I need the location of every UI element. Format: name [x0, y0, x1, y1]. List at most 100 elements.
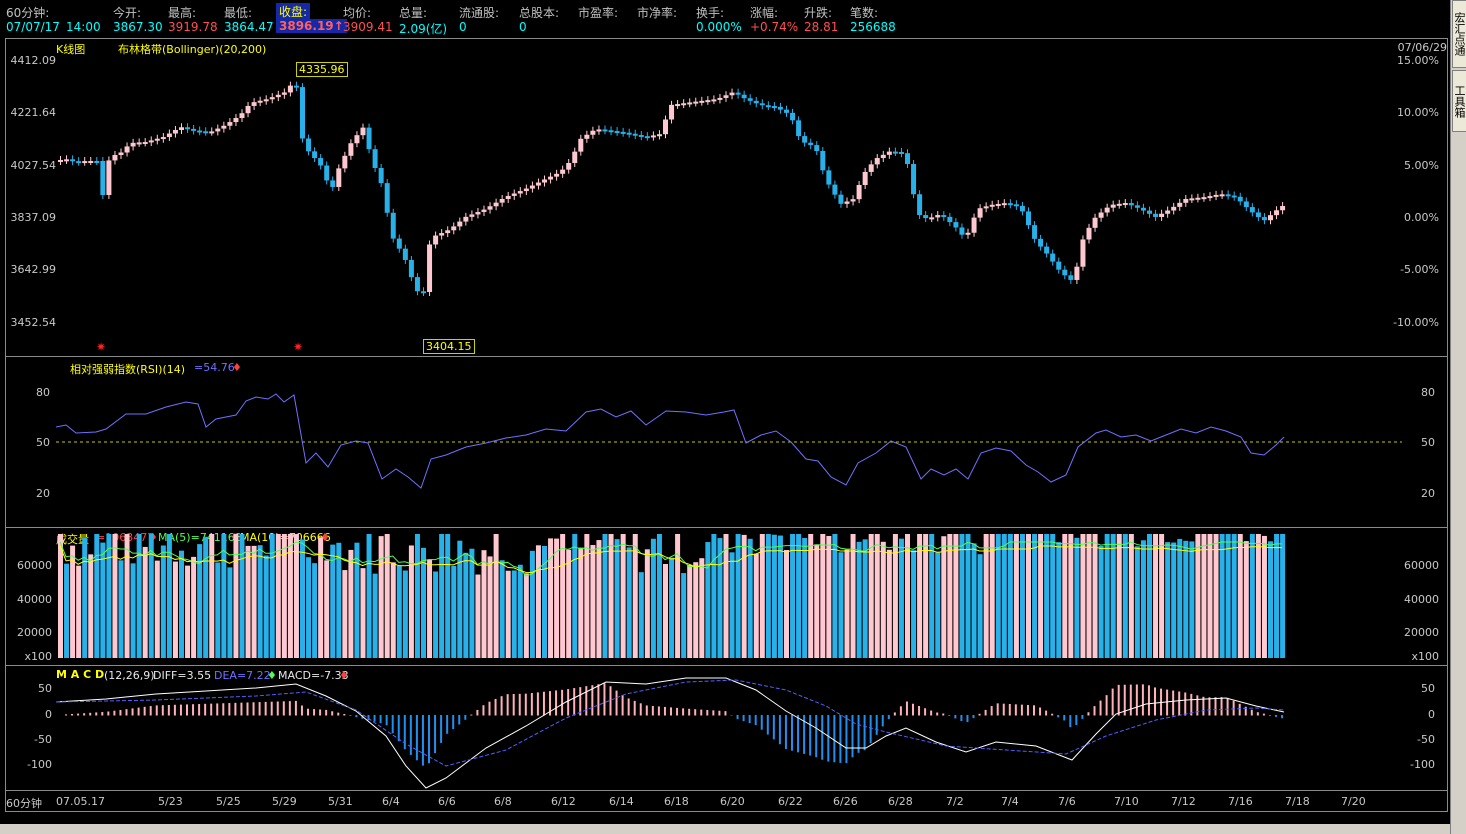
- volume-bar: [626, 547, 632, 658]
- candle: [354, 135, 360, 144]
- kline-panel[interactable]: K线图 布林格带(Bollinger)(20,200) 07/06/29 441…: [5, 38, 1448, 357]
- candle: [669, 104, 675, 120]
- volume-bar: [257, 545, 263, 658]
- candle: [1177, 202, 1183, 207]
- date-tick: 5/29: [272, 795, 297, 808]
- rsi-chart[interactable]: [6, 357, 1447, 527]
- volume-bar: [747, 538, 753, 658]
- volume-chart[interactable]: [6, 528, 1447, 665]
- volume-bar: [844, 549, 850, 658]
- volume-bar: [1032, 534, 1038, 658]
- candle: [505, 195, 511, 200]
- volume-bar: [499, 560, 505, 658]
- volume-tick: 40000: [17, 593, 52, 606]
- macd-chart[interactable]: [6, 666, 1447, 790]
- candle: [166, 133, 172, 138]
- volume-bar: [650, 538, 656, 658]
- volume-bar: [1086, 534, 1092, 658]
- bottom-tab-strip[interactable]: [0, 824, 1450, 834]
- volume-bar: [753, 553, 759, 658]
- volume-bar: [1116, 534, 1122, 658]
- candle: [511, 193, 517, 196]
- candle: [705, 100, 711, 103]
- macd-panel[interactable]: M A C D (12,26,9) DIFF=3.55 DEA=7.22 ♦ M…: [5, 665, 1448, 791]
- date-tick: 6/12: [551, 795, 576, 808]
- sidebar-tab-hhdt[interactable]: 宏汇点通: [1452, 0, 1466, 68]
- candle: [711, 99, 717, 102]
- candle: [469, 214, 475, 217]
- candle: [874, 158, 880, 165]
- volume-bar: [699, 558, 705, 658]
- candle: [439, 233, 445, 236]
- candle: [124, 146, 130, 153]
- volume-bar: [275, 534, 281, 658]
- volume-bar: [923, 534, 929, 658]
- candle: [251, 102, 257, 106]
- volume-bar: [929, 534, 935, 658]
- candle: [197, 130, 203, 133]
- sidebar-tab-toolbox[interactable]: 工具箱: [1452, 70, 1466, 132]
- volume-panel[interactable]: 成交量 =1063477 ♦ MA(5)=741168 ♦ MA(10)=706…: [5, 527, 1448, 666]
- volume-bar: [693, 562, 699, 658]
- candle: [245, 105, 251, 114]
- date-tick: 6/22: [778, 795, 803, 808]
- volume-tick: 60000: [1404, 559, 1439, 572]
- volume-ma10-line: [59, 545, 1283, 574]
- volume-bar: [1044, 534, 1050, 658]
- candle: [233, 118, 239, 123]
- volume-bar: [511, 570, 517, 658]
- volume-bar: [1038, 534, 1044, 658]
- volume-bar: [584, 534, 590, 658]
- volume-bar: [457, 540, 463, 658]
- rsi-value: =54.76: [194, 361, 235, 374]
- macd-tick: 50: [1421, 682, 1435, 695]
- volume-bar: [578, 547, 584, 658]
- volume-bar: [1219, 534, 1225, 658]
- volume-bar: [1050, 534, 1056, 658]
- candle: [1013, 204, 1019, 207]
- candle: [378, 168, 384, 184]
- volume-bar: [245, 545, 251, 658]
- candle: [106, 160, 112, 195]
- macd-dea: DEA=7.22: [214, 669, 271, 682]
- macd-tick: 0: [1428, 708, 1435, 721]
- macd-tick: 0: [45, 708, 52, 721]
- signal-marker: ✷: [96, 340, 107, 354]
- date-tick: 7/10: [1114, 795, 1139, 808]
- volume-title: 成交量: [56, 533, 89, 546]
- candle: [203, 131, 209, 134]
- date-axis[interactable]: 60分钟 07.05.17 5/23 5/25 5/29 5/31 6/4 6/6 6/8 6/…: [5, 790, 1448, 812]
- candle: [300, 87, 305, 139]
- volume-bar: [318, 537, 324, 658]
- close-value: 3896.19↑: [276, 19, 347, 33]
- date-tick: 6/18: [664, 795, 689, 808]
- rsi-panel[interactable]: 相对强弱指数(RSI)(14) =54.76 ♦ 80 50 20 80 50 …: [5, 356, 1448, 528]
- volume-bar: [669, 557, 675, 658]
- volume-bar: [596, 540, 602, 658]
- candle: [777, 106, 783, 110]
- candle: [1080, 239, 1086, 267]
- volume-label: 总量:: [399, 6, 428, 20]
- candle: [324, 165, 330, 181]
- volume-bar: [1098, 545, 1104, 658]
- candle: [1249, 207, 1255, 213]
- candle: [838, 194, 844, 204]
- macd-title: M A C D: [56, 668, 105, 681]
- volume-bar: [1243, 541, 1249, 658]
- bollinger-label: 布林格带(Bollinger)(20,200): [118, 43, 267, 56]
- candle: [112, 155, 118, 161]
- volume-bar: [735, 534, 741, 658]
- volume-bar: [70, 545, 76, 658]
- volume-bar: [947, 534, 953, 658]
- volume-bar: [1261, 535, 1267, 658]
- volume-bar: [148, 534, 154, 658]
- date-value: 07/07/17: [6, 20, 60, 34]
- rsi-tick: 50: [36, 436, 50, 449]
- date-tick: 7/4: [1001, 795, 1019, 808]
- volume-bar: [469, 548, 475, 658]
- candle: [784, 109, 789, 113]
- candle: [1231, 195, 1237, 198]
- candlestick-chart[interactable]: [6, 39, 1447, 356]
- date-tick: 5/31: [328, 795, 353, 808]
- volume-bar: [880, 541, 886, 658]
